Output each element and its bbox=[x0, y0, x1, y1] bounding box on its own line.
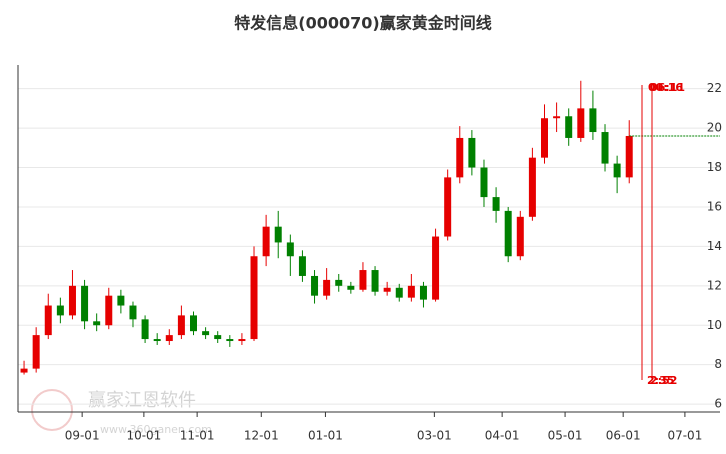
candle-body bbox=[504, 210, 512, 257]
candle-body bbox=[492, 197, 500, 211]
candle-body bbox=[395, 287, 403, 298]
time-line-bottom-label: 2:35 bbox=[647, 374, 674, 387]
candle-body bbox=[456, 137, 464, 178]
candle-body bbox=[419, 285, 427, 300]
candle-body bbox=[177, 315, 185, 336]
candle-body bbox=[20, 368, 28, 373]
candle-body bbox=[407, 285, 415, 298]
time-line-top-label: 06:11 bbox=[650, 81, 685, 94]
candle-body bbox=[625, 135, 633, 178]
y-tick-label: 18 bbox=[707, 160, 722, 174]
candle-body bbox=[565, 116, 573, 138]
watermark-text: 赢家江恩软件 bbox=[88, 389, 196, 411]
candle-body bbox=[105, 295, 113, 326]
candle-body bbox=[214, 335, 222, 340]
candle-body bbox=[153, 339, 161, 342]
candle-body bbox=[117, 295, 125, 306]
candle-body bbox=[359, 270, 367, 290]
chart-title: 特发信息(000070)赢家黄金时间线 bbox=[234, 14, 491, 33]
candle-body bbox=[262, 226, 270, 257]
candle-body bbox=[613, 163, 621, 178]
candle-body bbox=[589, 108, 597, 133]
candle-body bbox=[44, 305, 52, 336]
y-tick-label: 12 bbox=[707, 278, 722, 292]
x-tick-label: 12-01 bbox=[244, 429, 279, 443]
x-tick-label: 05-01 bbox=[548, 429, 583, 443]
y-tick-label: 10 bbox=[707, 318, 722, 332]
watermark-url: www.360ganen.com bbox=[100, 423, 212, 436]
candle-body bbox=[68, 285, 76, 316]
candle-body bbox=[56, 305, 64, 316]
candle-body bbox=[238, 339, 246, 342]
candle-body bbox=[190, 315, 197, 332]
x-tick-label: 10-01 bbox=[126, 429, 161, 443]
time-line-bottom-label: 2:52 bbox=[650, 374, 677, 387]
time-line-top-label: 00:16 bbox=[648, 81, 683, 94]
candle-body bbox=[250, 256, 258, 340]
watermark-logo bbox=[31, 389, 73, 431]
candle-body bbox=[226, 339, 234, 342]
candle-body bbox=[32, 335, 40, 369]
x-tick-label: 09-01 bbox=[65, 429, 100, 443]
x-tick-label: 03-01 bbox=[417, 429, 452, 443]
y-tick-label: 20 bbox=[707, 121, 722, 135]
candle-body bbox=[286, 242, 294, 257]
candle-body bbox=[165, 335, 173, 342]
candle-body bbox=[468, 137, 476, 168]
x-tick-label: 04-01 bbox=[485, 429, 520, 443]
watermark: 赢家江恩软件 www.360ganen.com bbox=[31, 389, 212, 436]
candle-body bbox=[141, 319, 149, 340]
candle-body bbox=[335, 279, 343, 286]
candle-body bbox=[480, 167, 488, 198]
candle-body bbox=[311, 275, 319, 296]
candle-body bbox=[81, 285, 89, 322]
y-tick-label: 8 bbox=[714, 357, 722, 371]
candle-body bbox=[601, 132, 609, 164]
candle-body bbox=[129, 305, 137, 320]
candle-body bbox=[202, 331, 210, 336]
y-tick-label: 6 bbox=[714, 397, 722, 411]
x-tick-label: 01-01 bbox=[308, 429, 343, 443]
candle-body bbox=[383, 287, 391, 292]
candle-body bbox=[541, 118, 548, 158]
y-tick-label: 14 bbox=[707, 239, 722, 253]
y-tick-label: 16 bbox=[707, 199, 722, 213]
candle-body bbox=[553, 116, 561, 119]
candle-body bbox=[371, 270, 379, 292]
candle-body bbox=[347, 285, 355, 290]
candle-body bbox=[323, 279, 331, 296]
x-tick-label: 07-01 bbox=[667, 429, 702, 443]
x-tick-label: 11-01 bbox=[180, 429, 215, 443]
candle-body bbox=[528, 157, 536, 217]
candle-body bbox=[444, 177, 452, 237]
candle-body bbox=[432, 236, 440, 300]
candle-body bbox=[577, 108, 585, 138]
candle-body bbox=[93, 321, 101, 326]
candle-body bbox=[274, 226, 282, 243]
candle-body bbox=[298, 256, 306, 276]
candle-body bbox=[516, 216, 524, 257]
x-tick-label: 06-01 bbox=[606, 429, 641, 443]
y-tick-label: 22 bbox=[707, 81, 722, 95]
